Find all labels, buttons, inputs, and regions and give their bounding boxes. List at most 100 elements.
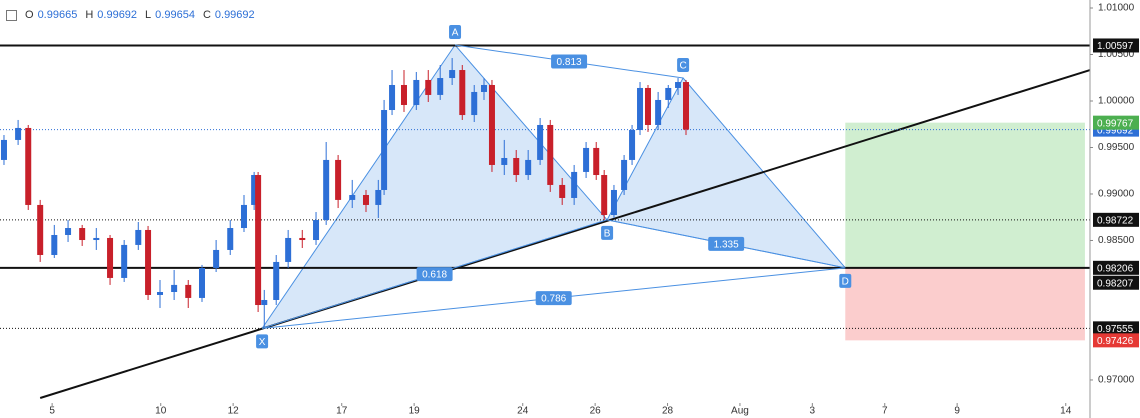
ratio-label: 0.618 bbox=[422, 270, 447, 281]
candle-body bbox=[413, 79, 420, 105]
y-tick-label: 0.97000 bbox=[1098, 375, 1135, 386]
price-badge-label: 0.98722 bbox=[1097, 215, 1134, 226]
candle-body bbox=[65, 228, 72, 235]
ohlc-header: O 0.99665 H 0.99692 L 0.99654 C 0.99692 bbox=[6, 9, 259, 21]
candle-body bbox=[571, 171, 578, 198]
target-zone bbox=[845, 122, 1085, 268]
candle-body bbox=[583, 147, 590, 172]
candle-body bbox=[675, 82, 682, 88]
candle-body bbox=[513, 157, 520, 176]
point-badge bbox=[449, 25, 462, 40]
ohlc-label: L bbox=[145, 9, 152, 21]
price-badge bbox=[1093, 333, 1139, 348]
ratio-badge bbox=[708, 236, 745, 251]
candle-body bbox=[107, 237, 114, 278]
ohlc-value: 0.99665 bbox=[37, 9, 78, 21]
candle-body bbox=[389, 84, 396, 111]
candle-body bbox=[335, 159, 342, 200]
candle-body bbox=[437, 78, 444, 95]
y-tick-label: 1.00000 bbox=[1098, 96, 1135, 107]
candle-body bbox=[665, 87, 672, 100]
y-tick-label: 0.99000 bbox=[1098, 189, 1135, 200]
x-tick-label: 24 bbox=[517, 406, 529, 417]
x-tick-label: 3 bbox=[810, 406, 816, 417]
candle-body bbox=[171, 284, 178, 292]
candle-body bbox=[449, 70, 456, 79]
ohlc-label: O bbox=[25, 9, 34, 21]
price-badge bbox=[1093, 38, 1139, 53]
candle-body bbox=[610, 189, 617, 215]
candle-body bbox=[362, 195, 369, 205]
candle-body bbox=[51, 234, 58, 255]
point-label: B bbox=[604, 228, 611, 239]
x-tick-label: 19 bbox=[409, 406, 421, 417]
x-tick-label: 5 bbox=[49, 406, 55, 417]
ratio-label: 1.335 bbox=[714, 239, 739, 250]
price-badge-label: 0.98207 bbox=[1097, 278, 1134, 289]
candle-body bbox=[135, 229, 142, 245]
pattern-triangle bbox=[260, 44, 608, 330]
ratio-label: 0.786 bbox=[541, 294, 566, 305]
x-tick-label: 10 bbox=[155, 406, 167, 417]
point-badge bbox=[839, 273, 852, 288]
price-badge-label: 0.99767 bbox=[1097, 118, 1134, 129]
price-badge bbox=[1093, 115, 1139, 130]
candle-body bbox=[637, 87, 644, 131]
point-label: X bbox=[259, 337, 266, 348]
candle-body bbox=[601, 175, 608, 215]
candle-body bbox=[93, 237, 100, 241]
header-icon[interactable] bbox=[6, 9, 17, 21]
candle-body bbox=[323, 159, 330, 221]
price-badge bbox=[1093, 275, 1139, 290]
candle-body bbox=[145, 229, 152, 295]
candle-body bbox=[381, 110, 388, 190]
x-tick-label: 14 bbox=[1060, 406, 1072, 417]
ohlc-label: H bbox=[85, 9, 94, 21]
x-tick-label: 12 bbox=[228, 406, 240, 417]
candle-body bbox=[273, 261, 280, 300]
candle-body bbox=[488, 84, 495, 165]
price-badge-label: 1.00597 bbox=[1097, 41, 1134, 52]
x-tick-label: 7 bbox=[882, 406, 888, 417]
trend-line bbox=[39, 69, 1091, 399]
candle-body bbox=[459, 70, 466, 116]
candle-body bbox=[375, 189, 382, 205]
ratio-label: 0.813 bbox=[557, 57, 582, 68]
candle-body bbox=[621, 159, 628, 190]
y-tick-label: 1.01000 bbox=[1098, 3, 1135, 14]
candle-body bbox=[240, 204, 247, 229]
ohlc-label: C bbox=[202, 9, 211, 21]
x-tick-label: 17 bbox=[336, 406, 348, 417]
x-tick-label: 9 bbox=[954, 406, 960, 417]
ratio-badge bbox=[551, 54, 588, 69]
candle-body bbox=[400, 84, 407, 105]
candle-body bbox=[425, 79, 432, 95]
candle-body bbox=[501, 157, 508, 165]
stop-zone bbox=[845, 267, 1085, 341]
candle-body bbox=[655, 99, 662, 125]
point-badge bbox=[677, 58, 690, 73]
price-axis bbox=[1090, 0, 1140, 418]
point-label: C bbox=[679, 61, 686, 72]
candle-body bbox=[15, 127, 22, 140]
x-tick-label: 28 bbox=[662, 406, 674, 417]
candle-body bbox=[471, 91, 478, 116]
candle-body bbox=[629, 130, 636, 160]
candle-body bbox=[481, 84, 488, 92]
price-badge-label: 0.97426 bbox=[1097, 336, 1134, 347]
price-badge bbox=[1093, 212, 1139, 227]
point-label: D bbox=[842, 276, 849, 287]
ratio-badge bbox=[535, 291, 572, 306]
ohlc-value: 0.99692 bbox=[97, 9, 138, 21]
ohlc-value: 0.99654 bbox=[155, 9, 195, 21]
point-label: A bbox=[452, 28, 459, 39]
candle-body bbox=[37, 204, 44, 255]
y-tick-label: 0.99500 bbox=[1098, 142, 1135, 153]
x-tick-label: 26 bbox=[590, 406, 602, 417]
price-badge-label: 0.97555 bbox=[1097, 324, 1134, 335]
candle-body bbox=[25, 127, 32, 205]
candle-body bbox=[644, 87, 651, 125]
candle-body bbox=[349, 195, 356, 200]
ohlc-value: 0.99692 bbox=[214, 9, 255, 21]
